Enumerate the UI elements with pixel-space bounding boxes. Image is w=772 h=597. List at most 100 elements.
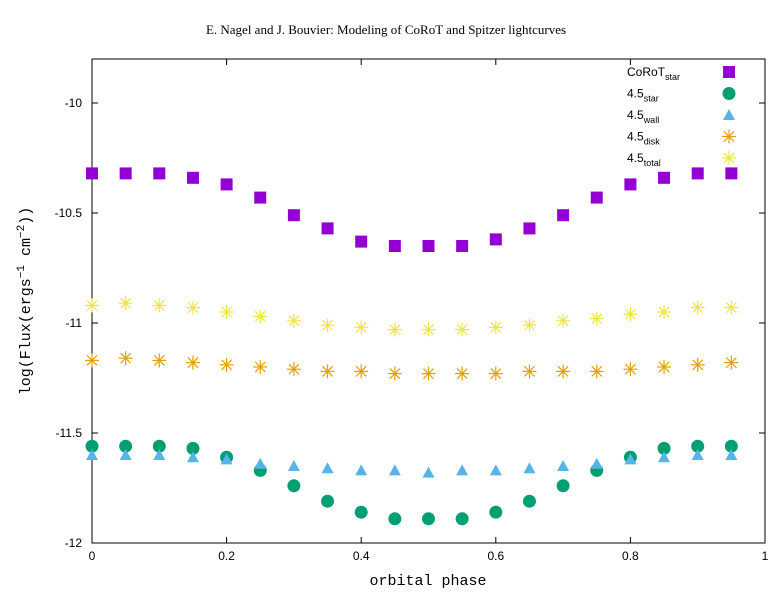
point-total	[118, 296, 133, 311]
y-axis-ticks: -12 -11.5 -11 -10.5 -10	[55, 96, 765, 550]
point-total	[421, 322, 436, 337]
point-star	[119, 439, 133, 453]
point-star	[691, 439, 705, 453]
point-wall	[254, 457, 267, 469]
point-corot	[624, 178, 637, 191]
y-axis-label: log(Flux(ergs−1 cm−2))	[16, 207, 35, 395]
point-wall	[220, 453, 233, 465]
y-tick-label: -12	[65, 536, 83, 550]
point-corot	[557, 209, 570, 222]
point-wall	[489, 464, 502, 476]
legend-label-wall: 4.5wall	[627, 108, 659, 125]
point-disk	[354, 364, 369, 379]
point-corot	[220, 178, 233, 191]
point-disk	[253, 360, 268, 374]
point-wall	[186, 451, 199, 463]
point-disk	[657, 360, 672, 374]
y-axis-label-mid: cm	[18, 238, 35, 265]
data-marks	[85, 167, 739, 526]
point-corot	[355, 235, 368, 248]
legend-marker-star	[722, 87, 736, 100]
legend-marker-wall	[723, 109, 735, 120]
series-disk	[85, 351, 739, 381]
point-wall	[523, 462, 536, 474]
point-corot	[590, 191, 603, 204]
point-star	[657, 441, 671, 455]
point-corot	[725, 167, 738, 180]
legend: CoRoTstar 4.5star 4.5wall 4.5disk 4.5total	[627, 65, 736, 168]
y-axis-label-exp2: −2	[16, 225, 28, 238]
y-axis-label-exp1: −1	[16, 265, 28, 279]
point-wall	[86, 449, 98, 460]
point-wall	[153, 449, 166, 460]
series-total	[85, 296, 739, 337]
point-disk	[623, 362, 638, 377]
x-tick-label: 0.2	[218, 549, 235, 563]
point-total	[320, 318, 335, 333]
point-corot	[287, 209, 300, 222]
point-total	[387, 322, 402, 337]
point-disk	[724, 355, 739, 370]
point-wall	[287, 460, 300, 471]
point-star	[287, 479, 301, 493]
point-wall	[119, 449, 132, 460]
point-wall	[456, 464, 469, 476]
point-corot	[456, 240, 469, 252]
point-star	[422, 512, 435, 526]
point-corot	[254, 191, 267, 204]
y-tick-label: -11.5	[56, 426, 83, 440]
point-total	[556, 313, 571, 328]
point-wall	[422, 466, 435, 478]
legend-label-corot: CoRoTstar	[627, 65, 680, 82]
point-corot	[186, 171, 199, 184]
point-star	[522, 494, 536, 508]
y-axis-label-base: log(Flux(ergs	[18, 278, 35, 395]
legend-marker-corot	[723, 66, 735, 78]
point-star	[354, 505, 368, 519]
legend-marker-disk	[722, 129, 736, 144]
point-disk	[589, 364, 604, 379]
x-tick-label: 0.4	[353, 549, 370, 563]
point-disk	[556, 364, 571, 379]
point-star	[152, 439, 166, 453]
point-total	[657, 305, 672, 319]
point-corot	[489, 233, 502, 246]
point-total	[724, 300, 739, 315]
x-tick-label: 0.6	[487, 549, 504, 563]
y-tick-label: -10	[65, 96, 83, 110]
series-corot	[86, 167, 738, 252]
point-disk	[219, 357, 234, 372]
legend-label-star: 4.5star	[627, 87, 659, 104]
point-total	[488, 320, 503, 335]
point-total	[286, 313, 301, 328]
x-tick-label: 1	[762, 549, 769, 563]
point-wall	[388, 464, 401, 476]
point-total	[522, 318, 537, 333]
point-star	[186, 441, 200, 455]
point-disk	[85, 353, 99, 368]
point-disk	[690, 357, 705, 372]
point-wall	[321, 462, 334, 474]
point-total	[219, 305, 234, 319]
point-total	[354, 320, 369, 335]
x-axis-label: orbital phase	[369, 573, 486, 590]
point-corot	[691, 167, 704, 180]
point-total	[152, 298, 167, 313]
point-disk	[152, 353, 167, 368]
point-total	[623, 307, 638, 322]
x-tick-label: 0.8	[622, 549, 639, 563]
point-wall	[725, 449, 738, 460]
point-wall	[590, 457, 603, 469]
x-axis-ticks: 0 0.2 0.4 0.6 0.8 1	[89, 59, 769, 563]
point-disk	[185, 355, 200, 370]
point-disk	[387, 366, 402, 381]
point-disk	[118, 351, 133, 366]
point-wall	[355, 464, 368, 476]
point-disk	[488, 366, 503, 381]
point-total	[690, 300, 705, 315]
point-total	[455, 322, 470, 337]
point-star	[489, 505, 503, 519]
point-wall	[658, 451, 671, 463]
legend-label-disk: 4.5disk	[627, 130, 660, 147]
